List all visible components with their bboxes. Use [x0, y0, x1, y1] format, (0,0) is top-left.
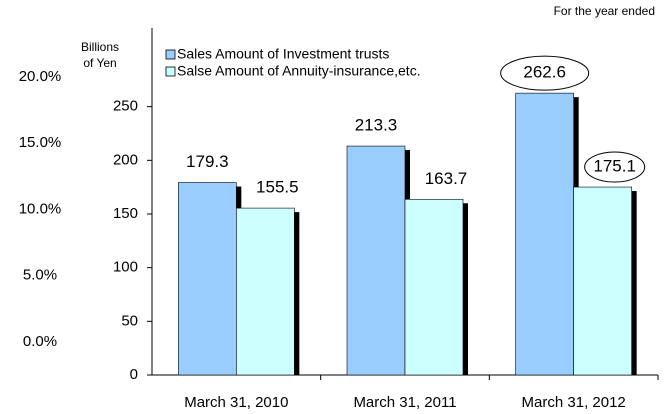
- y2-tick-label: 0.0%: [23, 333, 57, 350]
- bar: [346, 145, 406, 376]
- y-tick-label: 50: [121, 312, 138, 329]
- legend-swatch: [165, 66, 176, 77]
- bar: [236, 207, 295, 376]
- value-label: 179.3: [186, 152, 229, 171]
- value-label: 213.3: [355, 116, 398, 135]
- legend-label: Salse Amount of Annuity-insurance,etc.: [177, 63, 421, 79]
- y-axis-label: of Yen: [83, 56, 116, 70]
- y-tick-label: 150: [113, 205, 138, 222]
- value-label: 163.7: [425, 169, 468, 188]
- y2-tick-label: 20.0%: [19, 68, 62, 85]
- x-tick-label: March 31, 2011: [353, 394, 456, 411]
- y-tick-label: 250: [113, 98, 138, 115]
- value-label: 155.5: [256, 178, 299, 197]
- y-axis-label: Billions: [81, 40, 119, 54]
- y2-tick-label: 15.0%: [19, 134, 62, 151]
- x-tick-label: March 31, 2010: [184, 394, 288, 411]
- value-label: 175.1: [593, 157, 636, 176]
- x-tick-label: March 31, 2012: [522, 394, 626, 411]
- y2-tick-label: 10.0%: [19, 200, 62, 217]
- highlight-ellipse: [500, 55, 590, 91]
- legend-label: Sales Amount of Investment trusts: [177, 46, 389, 62]
- y-tick-label: 200: [113, 151, 138, 168]
- y2-tick-label: 5.0%: [23, 267, 57, 284]
- bar: [178, 182, 237, 376]
- value-label: 262.6: [523, 63, 566, 82]
- bar: [515, 92, 574, 376]
- bar: [404, 198, 464, 376]
- y-tick-label: 100: [113, 259, 138, 276]
- highlight-ellipse: [584, 151, 646, 183]
- bar: [573, 186, 632, 376]
- y-tick-label: 0: [130, 366, 138, 383]
- note: For the year ended: [554, 4, 655, 18]
- legend-swatch: [165, 49, 176, 60]
